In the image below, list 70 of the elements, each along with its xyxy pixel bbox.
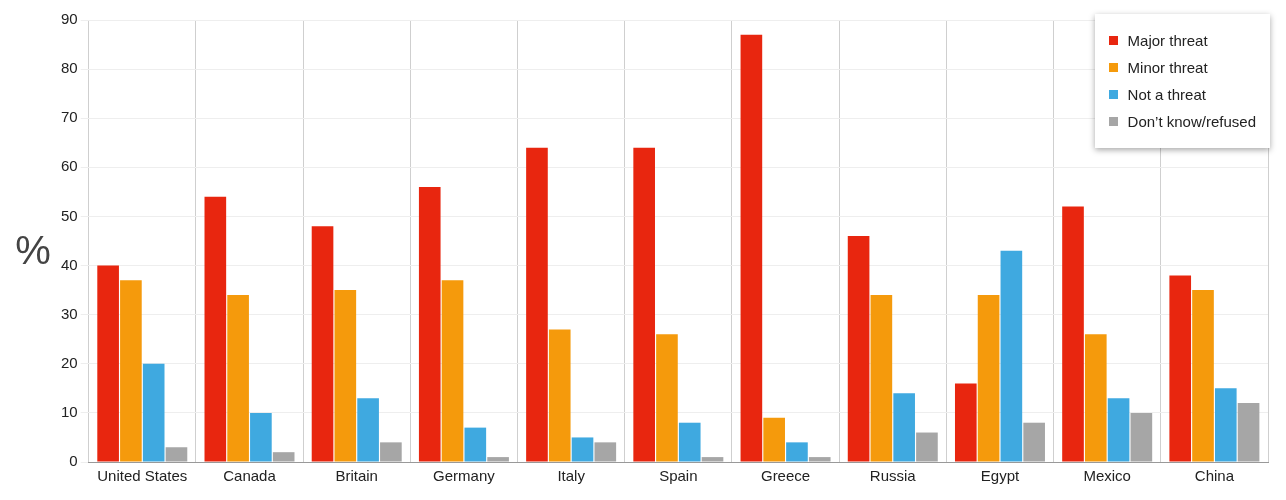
- bar: [380, 442, 402, 462]
- bar: [311, 226, 334, 462]
- bar: [272, 452, 295, 462]
- x-tick-label: Germany: [433, 467, 496, 485]
- bar: [786, 442, 808, 462]
- bar: [334, 290, 357, 462]
- bar: [165, 447, 188, 462]
- legend-label: Don’t know/refused: [1127, 113, 1256, 130]
- y-tick-label: 50: [61, 206, 78, 224]
- bar: [441, 280, 464, 462]
- y-tick-label: 0: [69, 452, 78, 470]
- bar: [418, 186, 441, 462]
- x-tick-label: Russia: [869, 467, 917, 485]
- x-tick-label: Greece: [760, 467, 811, 485]
- bar: [1062, 206, 1084, 462]
- bar: [1214, 388, 1237, 462]
- x-tick-label: United States: [97, 467, 188, 485]
- bar: [571, 437, 594, 462]
- bar: [526, 147, 548, 462]
- bar: [250, 412, 272, 462]
- bar: [487, 457, 509, 462]
- bar: [594, 442, 617, 462]
- bar: [97, 265, 119, 462]
- bar: [701, 457, 724, 462]
- bar: [740, 34, 763, 462]
- bar: [548, 329, 571, 462]
- bar: [464, 427, 487, 462]
- bar: [916, 432, 938, 462]
- bar: [1237, 403, 1260, 462]
- bar: [808, 457, 831, 462]
- bar: [893, 393, 915, 462]
- legend-label: Not a threat: [1127, 86, 1206, 103]
- bar: [1130, 412, 1153, 462]
- x-tick-label: Mexico: [1083, 467, 1131, 485]
- bar: [1000, 250, 1023, 462]
- legend-label: Major threat: [1127, 32, 1208, 49]
- y-tick-label: 10: [61, 403, 78, 421]
- bar: [678, 422, 701, 462]
- y-tick-label: 40: [61, 255, 78, 273]
- bar: [1084, 334, 1107, 462]
- bar: [977, 295, 1000, 462]
- bar: [954, 383, 977, 462]
- bar: [357, 398, 379, 462]
- x-tick-label: Spain: [659, 467, 698, 485]
- y-axis-title: %: [14, 227, 52, 273]
- x-tick-label: China: [1194, 467, 1235, 485]
- bar: [142, 363, 165, 462]
- y-tick-label: 90: [61, 10, 78, 28]
- x-tick-label: Britain: [335, 467, 378, 485]
- bar: [870, 295, 893, 462]
- bar: [1023, 422, 1045, 462]
- bar: [763, 417, 785, 462]
- y-tick-label: 80: [61, 59, 78, 77]
- bar: [656, 334, 678, 462]
- y-tick-label: 30: [61, 304, 78, 322]
- y-tick-label: 60: [61, 157, 78, 175]
- bar: [633, 147, 655, 462]
- bar: [1169, 275, 1192, 462]
- x-tick-label: Canada: [223, 467, 277, 485]
- bar: [120, 280, 142, 462]
- y-tick-label: 70: [61, 108, 78, 126]
- x-tick-label: Egypt: [980, 467, 1020, 485]
- y-tick-label: 20: [61, 353, 78, 371]
- bar: [1192, 290, 1214, 462]
- x-tick-label: Italy: [557, 467, 586, 485]
- bar: [1107, 398, 1130, 462]
- bar: [204, 196, 227, 462]
- bar: [847, 236, 870, 462]
- legend-label: Minor threat: [1127, 59, 1208, 76]
- bar: [227, 295, 249, 462]
